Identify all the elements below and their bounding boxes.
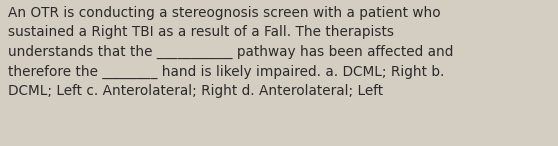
Text: An OTR is conducting a stereognosis screen with a patient who
sustained a Right : An OTR is conducting a stereognosis scre… <box>8 6 454 98</box>
